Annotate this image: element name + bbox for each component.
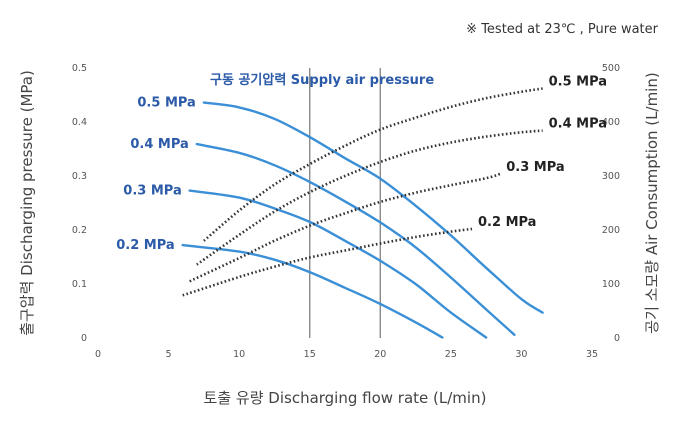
pressure-curve-label: 0.2 MPa (116, 238, 174, 253)
pressure-curve (181, 243, 444, 339)
pressure-curve (188, 189, 488, 339)
x-axis-title: 토출 유량 Discharging flow rate (L/min) (204, 389, 487, 407)
y-tick-label: 0.3 (72, 171, 87, 182)
x-tick-label: 20 (374, 349, 386, 360)
y2-axis-title: 공기 소모량 Air Consumption (L/min) (643, 72, 661, 333)
pressure-curve (195, 142, 516, 336)
pressure-curve-label: 0.4 MPa (130, 137, 188, 152)
y-tick-label: 0 (81, 333, 87, 344)
y2-tick-label: 300 (602, 171, 620, 182)
pressure-curve (202, 101, 544, 314)
x-tick-label: 25 (445, 349, 457, 360)
pressure-curve-label: 0.3 MPa (123, 184, 181, 199)
y2-tick-label: 400 (602, 117, 620, 128)
consumption-curve-label: 0.3 MPa (506, 160, 564, 175)
y-tick-label: 0.2 (72, 225, 87, 236)
reference-lines (309, 68, 381, 338)
y-tick-label: 0.4 (72, 117, 87, 128)
pressure-curve-label: 0.5 MPa (137, 96, 195, 111)
x-tick-label: 35 (586, 349, 598, 360)
y2-tick-label: 100 (602, 279, 620, 290)
chart-title: 구동 공기압력 Supply air pressure (210, 73, 434, 88)
consumption-curve-label: 0.2 MPa (478, 215, 536, 230)
axes-layer: 0 5 10 15 20 25 30 35 0 0.1 0.2 0.3 0.4 0.5 0 100 200 300… (18, 63, 661, 407)
x-tick-label: 15 (304, 349, 316, 360)
consumption-curve (196, 129, 543, 266)
y2-tick-label: 500 (602, 63, 620, 74)
y-axis-title: 출구압력 Discharging pressure (MPa) (18, 70, 36, 336)
test-condition-note: ※ Tested at 23℃ , Pure water (466, 22, 658, 37)
y2-tick-label: 0 (614, 333, 620, 344)
consumption-curve (182, 227, 473, 297)
labels-layer: 0.5 MPa 0.4 MPa 0.3 MPa 0.2 MPa 0.5 MPa 0.4 M… (116, 73, 607, 253)
x-tick-label: 10 (233, 349, 245, 360)
consumption-curve-label: 0.4 MPa (549, 117, 607, 132)
x-tick-label: 5 (166, 349, 172, 360)
y-tick-label: 0.1 (72, 279, 87, 290)
x-tick-label: 30 (515, 349, 527, 360)
consumption-curve (189, 172, 501, 283)
series-layer (181, 87, 544, 339)
y-tick-label: 0.5 (72, 63, 87, 74)
x-tick-label: 0 (95, 349, 101, 360)
consumption-curve-label: 0.5 MPa (549, 75, 607, 90)
y2-tick-label: 200 (602, 225, 620, 236)
